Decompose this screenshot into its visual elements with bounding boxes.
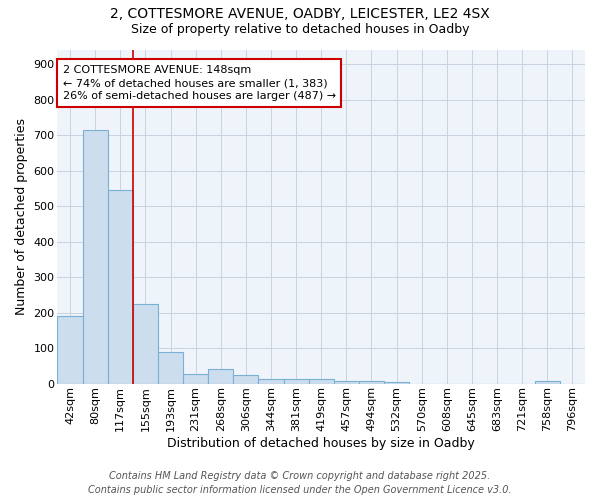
Bar bbox=[284, 380, 308, 384]
Text: Size of property relative to detached houses in Oadby: Size of property relative to detached ho… bbox=[131, 22, 469, 36]
Bar bbox=[158, 352, 183, 384]
Bar bbox=[108, 190, 133, 384]
Bar bbox=[308, 380, 334, 384]
Bar bbox=[83, 130, 108, 384]
X-axis label: Distribution of detached houses by size in Oadby: Distribution of detached houses by size … bbox=[167, 437, 475, 450]
Bar bbox=[208, 370, 233, 384]
Bar bbox=[183, 374, 208, 384]
Text: Contains HM Land Registry data © Crown copyright and database right 2025.
Contai: Contains HM Land Registry data © Crown c… bbox=[88, 471, 512, 495]
Bar bbox=[334, 380, 359, 384]
Bar bbox=[58, 316, 83, 384]
Bar bbox=[233, 374, 259, 384]
Bar bbox=[384, 382, 409, 384]
Text: 2, COTTESMORE AVENUE, OADBY, LEICESTER, LE2 4SX: 2, COTTESMORE AVENUE, OADBY, LEICESTER, … bbox=[110, 8, 490, 22]
Y-axis label: Number of detached properties: Number of detached properties bbox=[15, 118, 28, 316]
Text: 2 COTTESMORE AVENUE: 148sqm
← 74% of detached houses are smaller (1, 383)
26% of: 2 COTTESMORE AVENUE: 148sqm ← 74% of det… bbox=[63, 65, 336, 102]
Bar bbox=[259, 379, 284, 384]
Bar bbox=[535, 380, 560, 384]
Bar bbox=[359, 380, 384, 384]
Bar bbox=[133, 304, 158, 384]
